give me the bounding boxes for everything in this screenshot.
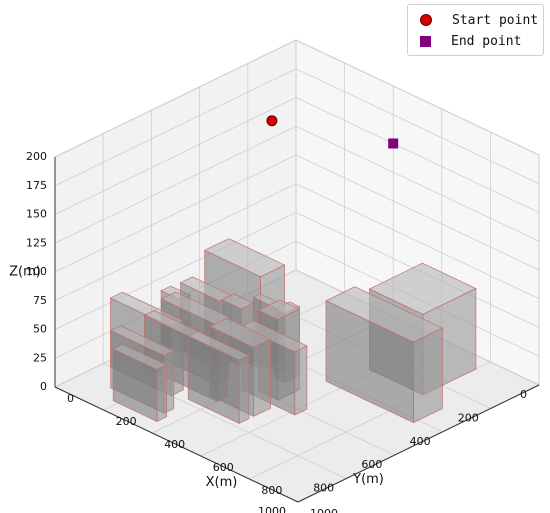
x-tick-label: 1000: [310, 507, 338, 513]
box-face-right: [238, 354, 250, 424]
end-point-marker: [388, 138, 399, 149]
x-tick-label: 200: [116, 415, 137, 428]
z-tick-label: 150: [26, 208, 47, 221]
x-tick-label: 0: [67, 392, 74, 405]
x-tick-label: 400: [164, 438, 185, 451]
box-face-top: [220, 293, 255, 310]
z-axis-title: Z(m): [9, 265, 41, 280]
y-tick-label: 400: [410, 435, 431, 448]
grid-line-z-left: [54, 97, 297, 215]
box-face-top: [368, 262, 477, 315]
box-face-top: [203, 238, 286, 278]
grid-line-z-left: [54, 183, 297, 302]
y-axis-title: Y(m): [352, 472, 384, 487]
obstacle-box: [187, 330, 250, 424]
tick-labels: 0 200 400 600 800 1000 0 200 400 600 800 1000 0 25 50 7…: [26, 150, 527, 513]
grid-line-z-right: [295, 68, 540, 185]
start-point-marker: [266, 115, 278, 127]
box-face-right: [294, 345, 308, 416]
x-axis-title: X(m): [206, 475, 238, 490]
box-face-top: [187, 330, 250, 361]
axes-panes: [53, 39, 541, 503]
x-tick-label: 800: [261, 484, 282, 497]
grid-line-z-right: [295, 97, 540, 213]
grid-line-z-right: [295, 183, 540, 300]
end-point-marker-icon: [420, 35, 431, 47]
grid-line-z-right: [295, 39, 540, 156]
y-tick-label: 200: [458, 411, 479, 424]
y-tick-label: 800: [313, 482, 334, 495]
y-tick-label: 0: [520, 388, 527, 401]
y-tick-label: 1000: [258, 505, 286, 513]
grid-line-z-left: [54, 125, 297, 244]
box-face-right: [413, 327, 443, 424]
z-tick-label: 125: [26, 236, 47, 249]
legend-label-end: End point: [451, 33, 522, 49]
z-tick-label: 200: [26, 150, 47, 163]
box-face-top: [240, 320, 308, 353]
z-tick-label: 25: [33, 351, 47, 364]
z-tick-label: 0: [40, 380, 47, 393]
grid-line-z-left: [54, 212, 297, 330]
legend-entry-end: End point: [420, 31, 521, 51]
z-tick-label: 75: [33, 294, 47, 307]
grid-line-z-left: [54, 39, 297, 158]
box-face-top: [112, 343, 168, 370]
grid-line-z-right: [295, 125, 540, 242]
path-points: [266, 115, 399, 149]
box-face-top: [109, 325, 175, 357]
grid-line-z-left: [54, 154, 297, 273]
z-tick-label: 50: [33, 323, 47, 336]
grid-line-z-right: [295, 154, 540, 271]
legend-entry-start: Start point: [420, 10, 538, 30]
box-face-top: [179, 276, 233, 302]
box-face-right: [253, 338, 271, 417]
z-tick-label: 175: [26, 179, 47, 192]
legend-label-start: Start point: [452, 12, 539, 28]
axis-titles: X(m) Y(m) Z(m): [9, 265, 384, 491]
x-tick-label: 600: [213, 461, 234, 474]
z-tick-label: 100: [26, 265, 47, 278]
box-face-top: [209, 318, 272, 348]
start-point-marker-icon: [420, 14, 432, 26]
box-face-top: [325, 286, 444, 343]
obstacle-boxes: [109, 238, 477, 424]
y-tick-label: 600: [361, 458, 382, 471]
box-face-top: [257, 299, 301, 320]
obstacle-box: [325, 286, 444, 424]
y-axis-line: [297, 384, 540, 503]
grid-line-z-left: [54, 68, 297, 187]
obstacle-box: [112, 343, 168, 422]
legend: Start point End point: [407, 4, 544, 56]
x-axis-line: [54, 386, 299, 503]
box-face-right: [156, 364, 167, 422]
